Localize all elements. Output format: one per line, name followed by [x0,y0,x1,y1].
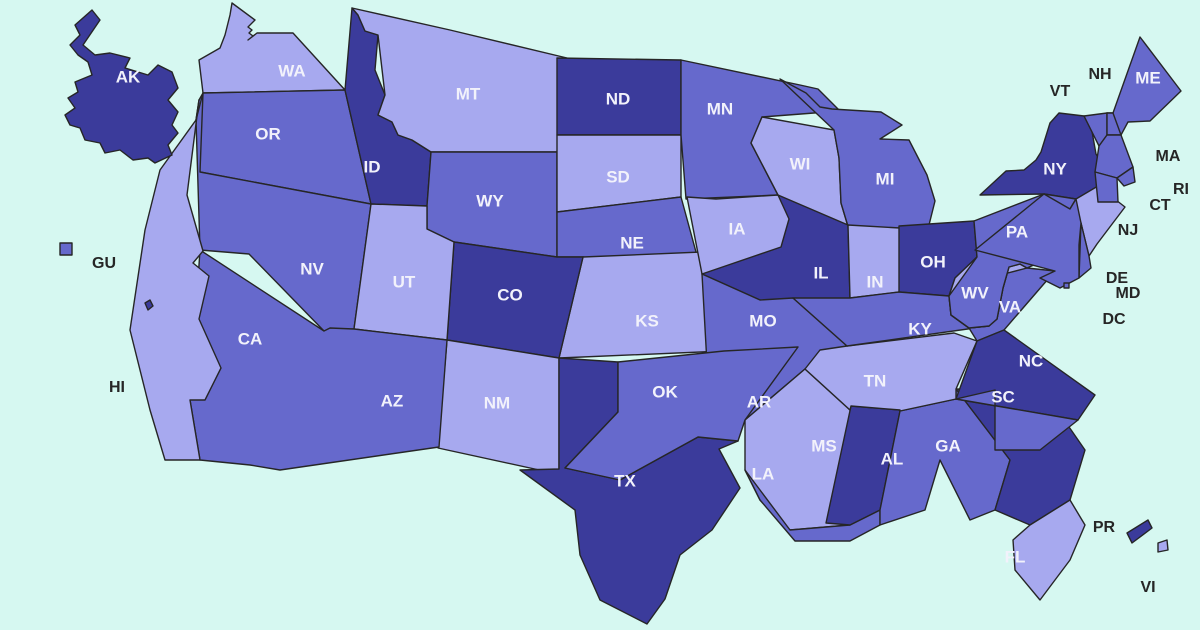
svg-text:CT: CT [1149,197,1171,214]
svg-text:RI: RI [1173,181,1189,198]
svg-text:PA: PA [1006,222,1028,241]
svg-text:CA: CA [238,329,263,348]
svg-text:SD: SD [606,167,630,186]
svg-text:TN: TN [864,371,887,390]
svg-text:AL: AL [881,449,904,468]
svg-text:WI: WI [790,154,811,173]
svg-text:ND: ND [606,89,631,108]
svg-text:LA: LA [752,464,775,483]
svg-text:OH: OH [920,252,946,271]
svg-text:NJ: NJ [1118,222,1138,239]
svg-text:DC: DC [1102,311,1126,328]
svg-text:NH: NH [1088,66,1111,83]
svg-text:AZ: AZ [381,391,404,410]
svg-text:NC: NC [1019,351,1044,370]
svg-text:KY: KY [908,319,932,338]
svg-text:CO: CO [497,285,523,304]
svg-text:MS: MS [811,436,837,455]
svg-text:SC: SC [991,387,1015,406]
svg-text:TX: TX [614,471,636,490]
svg-text:FL: FL [1005,547,1026,566]
svg-text:IL: IL [813,263,828,282]
svg-text:MT: MT [456,84,481,103]
svg-text:NE: NE [620,233,644,252]
svg-text:KS: KS [635,311,659,330]
svg-text:HI: HI [109,379,125,396]
svg-text:MN: MN [707,99,733,118]
svg-text:AR: AR [747,392,772,411]
svg-text:MA: MA [1156,148,1181,165]
svg-text:IA: IA [729,219,746,238]
svg-text:PR: PR [1093,519,1116,536]
svg-text:IN: IN [867,272,884,291]
svg-text:NV: NV [300,259,324,278]
svg-text:OR: OR [255,124,281,143]
svg-text:NY: NY [1043,159,1067,178]
svg-text:VA: VA [999,297,1021,316]
svg-text:GA: GA [935,436,961,455]
svg-text:NM: NM [484,393,510,412]
svg-text:ME: ME [1135,68,1161,87]
svg-text:OK: OK [652,382,678,401]
svg-text:WY: WY [476,191,504,210]
svg-text:MO: MO [749,311,776,330]
svg-text:WV: WV [961,283,989,302]
svg-text:VI: VI [1140,579,1155,596]
svg-text:MD: MD [1116,285,1141,302]
svg-text:WA: WA [278,61,305,80]
svg-text:MI: MI [876,169,895,188]
svg-text:GU: GU [92,255,116,272]
svg-text:ID: ID [364,157,381,176]
svg-text:VT: VT [1050,83,1071,100]
svg-text:AK: AK [116,67,141,86]
svg-text:UT: UT [393,272,416,291]
